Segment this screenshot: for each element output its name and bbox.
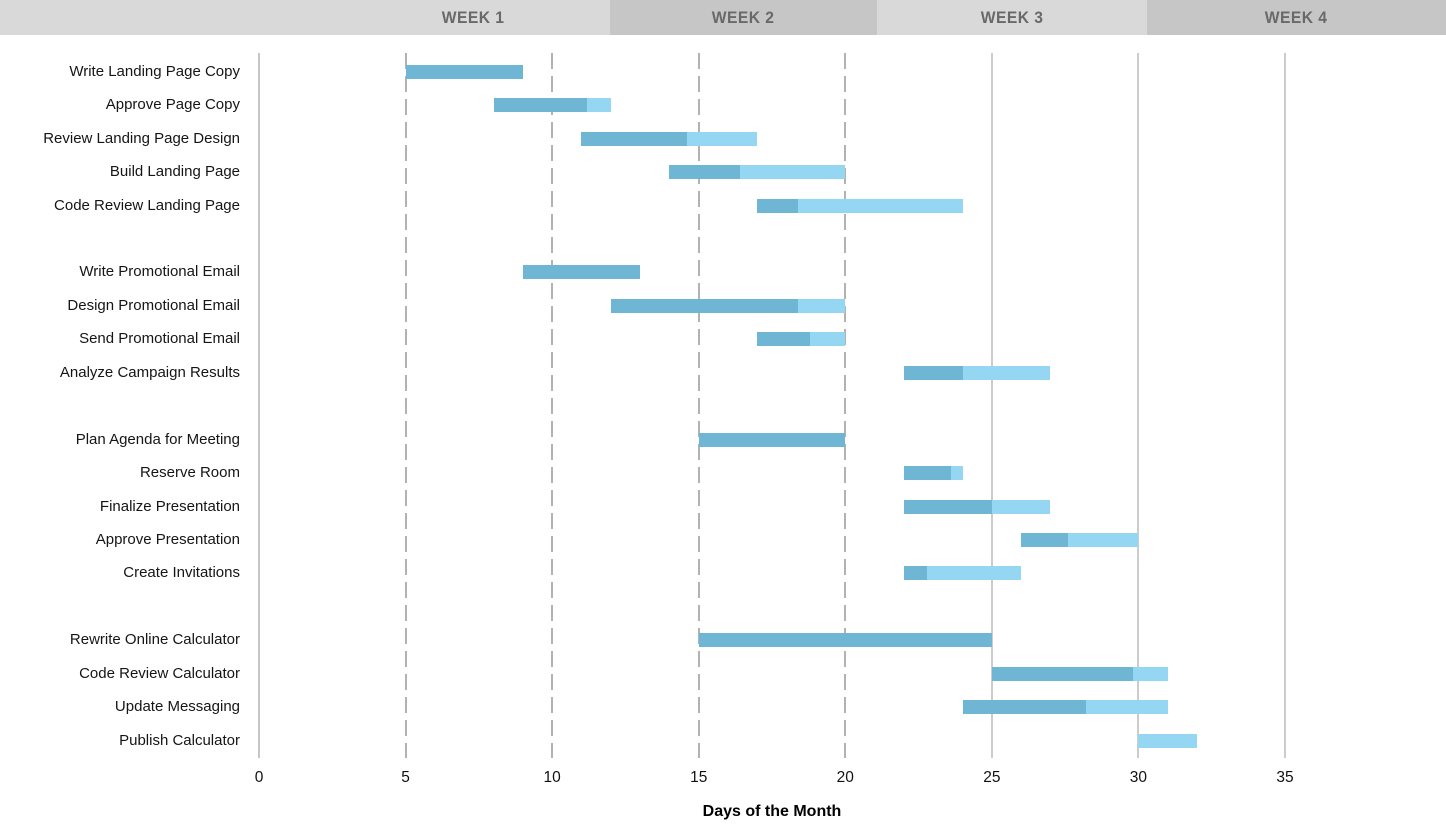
task-label: Finalize Presentation (99, 497, 240, 515)
week-4-header: WEEK 4 (1147, 0, 1446, 35)
gridline-day-15 (697, 53, 700, 758)
x-axis-tick-label: 5 (401, 769, 410, 786)
task-bar-complete (962, 700, 1086, 715)
task-bar-remaining (798, 198, 963, 213)
week-header-spacer (0, 0, 337, 35)
x-axis-tick-label: 10 (543, 769, 561, 786)
gridline-day-10 (551, 53, 554, 758)
task-bar-complete (405, 64, 523, 79)
task-bar-remaining (1068, 533, 1139, 548)
task-bar-complete (669, 165, 740, 180)
task-label: Analyze Campaign Results (59, 363, 240, 381)
task-bar-remaining (686, 131, 758, 146)
task-bar-complete (903, 365, 963, 380)
task-bar-complete (903, 566, 928, 581)
task-bar-complete (493, 98, 588, 113)
week-2-label: WEEK 2 (712, 7, 775, 27)
gridline-day-0 (258, 53, 260, 758)
task-bar-complete (522, 265, 641, 280)
week-1-header: WEEK 1 (337, 0, 610, 35)
task-label: Send Promotional Email (79, 330, 240, 348)
task-label: Reserve Room (139, 464, 240, 482)
gantt-chart: Days of the Month 0 5 10 15 20 25 30 35 Write La… (0, 35, 1446, 836)
x-axis-tick-label: 15 (690, 769, 708, 786)
x-axis-title: Days of the Month (702, 803, 842, 820)
task-bar-complete (581, 131, 687, 146)
task-bar-complete (903, 466, 951, 481)
task-bar-remaining (1085, 700, 1168, 715)
task-label: Rewrite Online Calculator (69, 631, 240, 649)
task-bar-complete (903, 499, 992, 514)
task-label: Code Review Calculator (79, 664, 240, 682)
week-2-header: WEEK 2 (610, 0, 877, 35)
gridline-day-35 (1284, 53, 1286, 758)
task-bar-remaining (810, 332, 846, 347)
task-bar-remaining (927, 566, 1022, 581)
task-bar-complete (698, 633, 992, 648)
task-label: Update Messaging (114, 698, 240, 716)
x-axis-tick-label: 30 (1129, 769, 1148, 786)
task-bar-remaining (991, 499, 1051, 514)
x-axis-tick-label: 0 (254, 769, 264, 786)
task-label: Approve Page Copy (105, 96, 240, 114)
week-3-header: WEEK 3 (877, 0, 1147, 35)
gridline-day-5 (404, 53, 407, 758)
gridline-day-20 (844, 53, 847, 758)
task-bar-remaining (739, 165, 846, 180)
week-4-label: WEEK 4 (1265, 7, 1328, 27)
week-3-label: WEEK 3 (980, 7, 1044, 27)
gridline-day-25 (990, 53, 993, 758)
task-bar-complete (757, 198, 799, 213)
task-bar-complete (991, 666, 1133, 681)
x-axis-tick-label: 35 (1276, 769, 1294, 786)
task-bar-remaining (950, 466, 963, 481)
task-label: Approve Presentation (95, 531, 240, 549)
task-bar-remaining (962, 365, 1051, 380)
task-bar-remaining (587, 98, 611, 113)
task-bar-complete (757, 332, 811, 347)
gridline-day-30 (1137, 53, 1140, 758)
week-header-band: WEEK 1 WEEK 2 WEEK 3 WEEK 4 (0, 0, 1446, 35)
x-axis-tick-label: 25 (983, 769, 1001, 786)
task-label: Build Landing Page (109, 163, 240, 181)
task-label: Write Landing Page Copy (69, 62, 240, 80)
task-label: Code Review Landing Page (54, 196, 240, 214)
task-bar-remaining (1138, 733, 1198, 748)
task-label: Write Promotional Email (79, 263, 240, 281)
task-bar-complete (1021, 533, 1069, 548)
task-bar-complete (610, 298, 799, 313)
task-bar-complete (698, 432, 846, 447)
task-label: Publish Calculator (119, 731, 240, 749)
task-bar-remaining (798, 298, 846, 313)
x-axis-tick-label: 20 (836, 769, 854, 786)
task-label: Design Promotional Email (67, 296, 240, 314)
task-label: Plan Agenda for Meeting (75, 430, 240, 448)
task-bar-remaining (1132, 666, 1168, 681)
week-1-label: WEEK 1 (442, 7, 505, 27)
task-label: Review Landing Page Design (43, 129, 240, 147)
task-label: Create Invitations (123, 564, 240, 582)
